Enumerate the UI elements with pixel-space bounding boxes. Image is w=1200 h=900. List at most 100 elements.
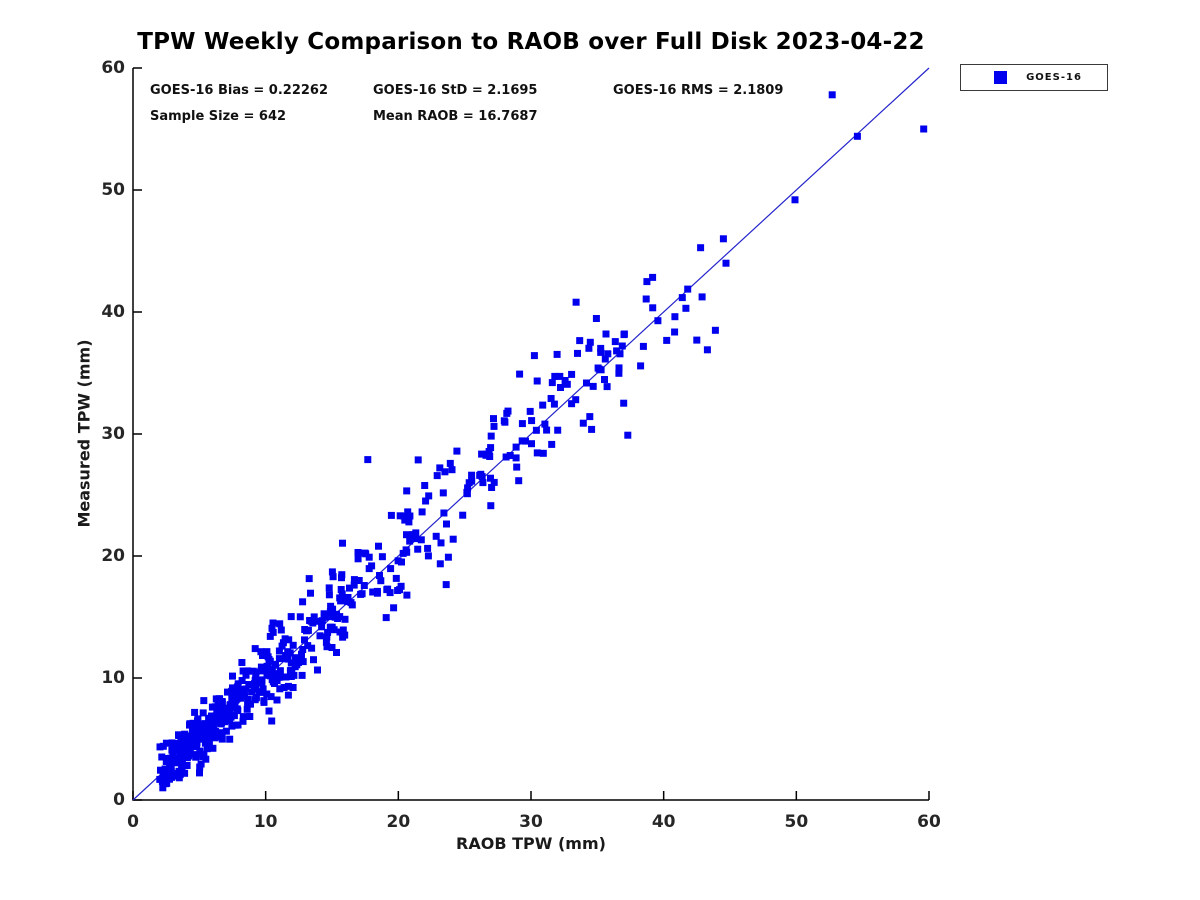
scatter-point [504, 407, 512, 415]
scatter-point [229, 684, 236, 692]
scatter-point [417, 536, 425, 544]
scatter-point [226, 706, 234, 713]
scatter-point [414, 456, 422, 464]
scatter-point [360, 582, 368, 589]
scatter-point [214, 706, 222, 714]
scatter-point [588, 425, 596, 433]
scatter-point [693, 336, 701, 344]
scatter-point [533, 377, 541, 385]
scatter-point [354, 555, 362, 563]
scatter-point [203, 745, 211, 753]
scatter-point [273, 696, 281, 704]
scatter-point [301, 636, 308, 644]
scatter-point [548, 440, 556, 448]
scatter-point [326, 607, 334, 615]
scatter-point [512, 454, 520, 462]
scatter-point [548, 379, 556, 387]
scatter-point [304, 642, 312, 650]
scatter-point [557, 384, 564, 391]
scatter-point [441, 468, 449, 476]
scatter-point [218, 711, 226, 719]
scatter-point [703, 346, 711, 354]
scatter-point [275, 655, 283, 663]
scatter-point [586, 413, 594, 421]
scatter-point [163, 767, 171, 775]
bias-stat: GOES-16 Bias = 0.22262 [150, 83, 329, 98]
scatter-point [611, 338, 619, 346]
scatter-point [654, 317, 662, 325]
scatter-point [262, 648, 270, 656]
scatter-point [156, 775, 164, 783]
scatter-point [205, 738, 213, 746]
scatter-point [191, 708, 199, 716]
scatter-point [663, 336, 671, 344]
scatter-point [176, 751, 184, 759]
scatter-point [224, 688, 231, 696]
scatter-point [347, 599, 355, 607]
scatter-point [418, 508, 426, 516]
scatter-point [228, 722, 236, 730]
scatter-point [490, 422, 498, 430]
scatter-point [251, 645, 259, 653]
scatter-point [259, 652, 266, 659]
y-tick-label: 60 [101, 58, 125, 78]
scatter-point [698, 293, 706, 301]
scatter-point [459, 511, 467, 519]
scatter-point [324, 628, 332, 636]
scatter-point [684, 285, 692, 293]
scatter-point [448, 466, 456, 474]
scatter-point [589, 382, 597, 390]
scatter-point [316, 632, 324, 640]
scatter-point [277, 626, 285, 634]
scatter-point [282, 652, 290, 659]
scatter-point [554, 426, 562, 434]
sample-size-stat: Sample Size = 642 [150, 109, 287, 124]
scatter-point [424, 552, 432, 560]
scatter-point [572, 298, 580, 306]
scatter-point [248, 688, 256, 696]
scatter-point [173, 747, 181, 755]
scatter-point [594, 364, 602, 372]
scatter-point [853, 132, 861, 140]
scatter-point [226, 701, 234, 709]
scatter-point [642, 295, 650, 303]
scatter-point [263, 662, 271, 670]
scatter-point [603, 383, 611, 391]
x-tick-label: 20 [386, 812, 411, 832]
scatter-point [446, 459, 454, 467]
scatter-point [284, 691, 292, 699]
scatter-point [350, 576, 358, 584]
scatter-point [181, 769, 189, 777]
legend-label: GOES-16 [1026, 72, 1082, 83]
scatter-point [282, 673, 290, 681]
scatter-point [286, 649, 294, 657]
scatter-point [585, 344, 593, 352]
scatter-point [246, 713, 254, 720]
scatter-point [310, 613, 318, 621]
scatter-point [239, 713, 247, 721]
scatter-point [325, 591, 333, 599]
y-tick-label: 50 [101, 180, 125, 200]
scatter-point [298, 650, 305, 658]
scatter-point [464, 484, 472, 492]
scatter-point [299, 646, 307, 653]
scatter-point [355, 577, 363, 584]
scatter-point [172, 755, 180, 762]
scatter-point [209, 744, 217, 752]
scatter-point [298, 671, 306, 679]
scatter-point [294, 659, 302, 666]
scatter-point [392, 574, 400, 582]
scatter-point [601, 376, 608, 383]
scatter-point [336, 628, 344, 636]
scatter-point [465, 479, 473, 487]
scatter-point [158, 753, 166, 761]
scatter-point [518, 437, 526, 445]
scatter-point [195, 725, 203, 733]
scatter-point [265, 707, 273, 715]
scatter-point [201, 720, 209, 728]
scatter-point [179, 746, 187, 754]
y-tick-label: 40 [101, 302, 125, 322]
scatter-point [711, 326, 719, 334]
scatter-point [197, 735, 205, 743]
chart-title: TPW Weekly Comparison to RAOB over Full … [137, 29, 925, 55]
